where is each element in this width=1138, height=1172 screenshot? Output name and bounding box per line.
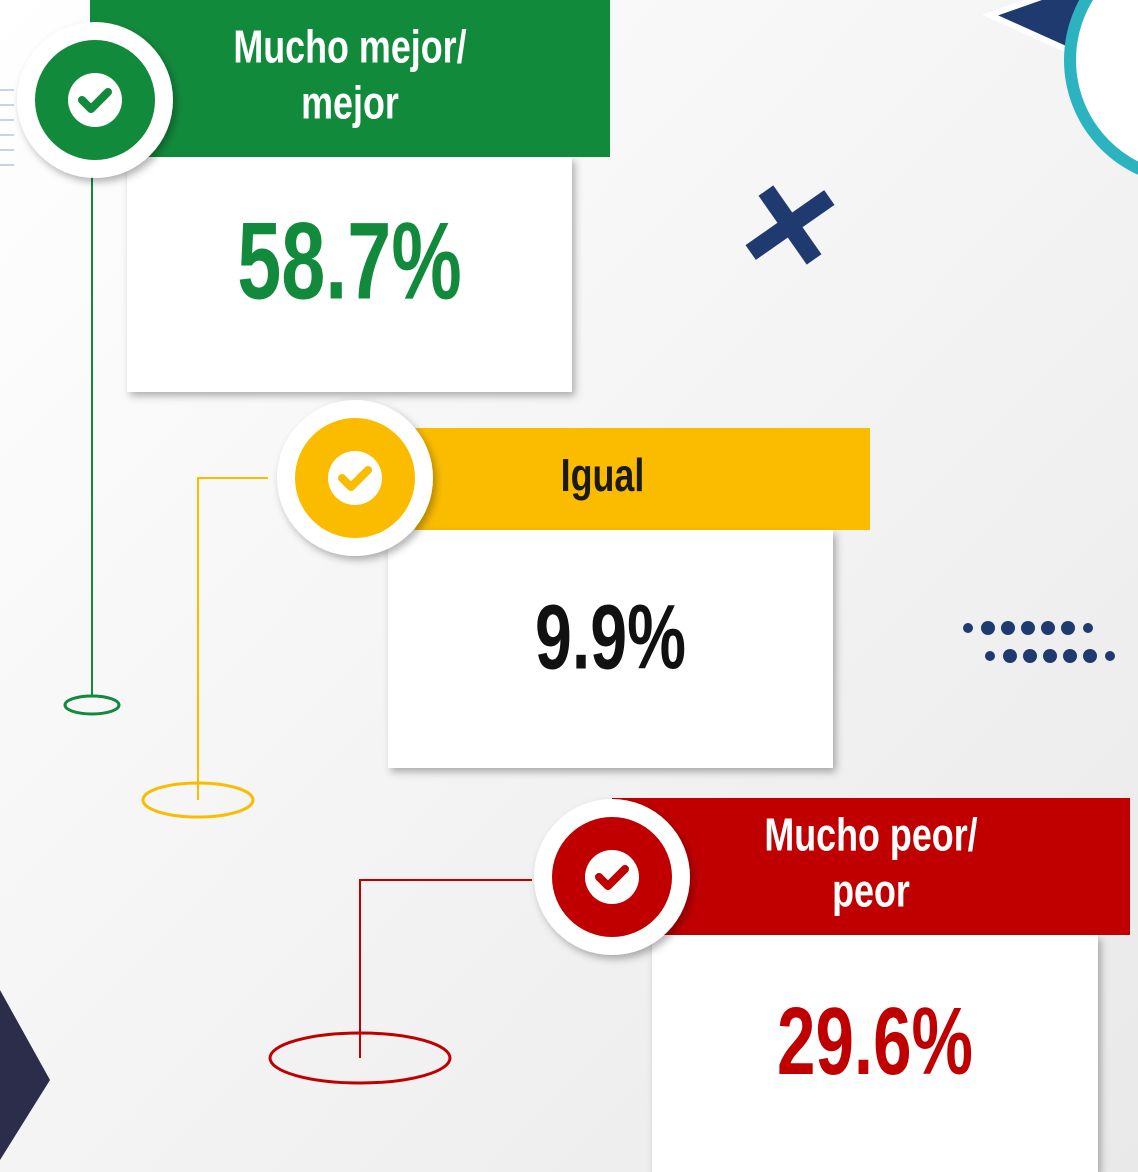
header — [415, 428, 870, 530]
dot — [985, 651, 995, 661]
label: peor — [832, 865, 910, 916]
dot — [1061, 621, 1075, 635]
dot — [1063, 649, 1077, 663]
item: Igual 9.9% — [141, 400, 870, 819]
check-icon — [338, 466, 372, 491]
label: Igual — [561, 450, 645, 501]
dot — [981, 621, 995, 635]
value: 29.6% — [777, 987, 973, 1095]
dot — [1043, 649, 1057, 663]
item: Mucho peor/peor 29.6% — [268, 798, 1130, 1172]
connector — [359, 879, 532, 1058]
header — [90, 0, 610, 157]
dot — [1001, 621, 1015, 635]
check-icon — [595, 865, 629, 890]
dot — [1105, 651, 1115, 661]
item: Mucho mejor/mejor 58.7% — [17, 0, 610, 716]
dot — [1041, 621, 1055, 635]
dot — [1023, 649, 1037, 663]
dot — [1003, 649, 1017, 663]
base-ring — [141, 781, 255, 819]
dot — [1021, 621, 1035, 635]
base-ring — [268, 1031, 452, 1085]
header — [612, 798, 1130, 935]
label: Mucho peor/ — [764, 809, 978, 860]
base-ring — [63, 694, 121, 716]
label: Mucho mejor/ — [233, 21, 467, 72]
value: 9.9% — [535, 585, 686, 688]
label: mejor — [301, 77, 399, 128]
value-box — [388, 530, 833, 768]
dot — [1083, 623, 1093, 633]
value-box — [127, 157, 572, 392]
dot — [1083, 649, 1097, 663]
check-icon — [78, 88, 112, 113]
value-box — [652, 935, 1098, 1172]
value: 58.7% — [237, 200, 462, 323]
dot — [963, 623, 973, 633]
connector — [197, 477, 268, 800]
